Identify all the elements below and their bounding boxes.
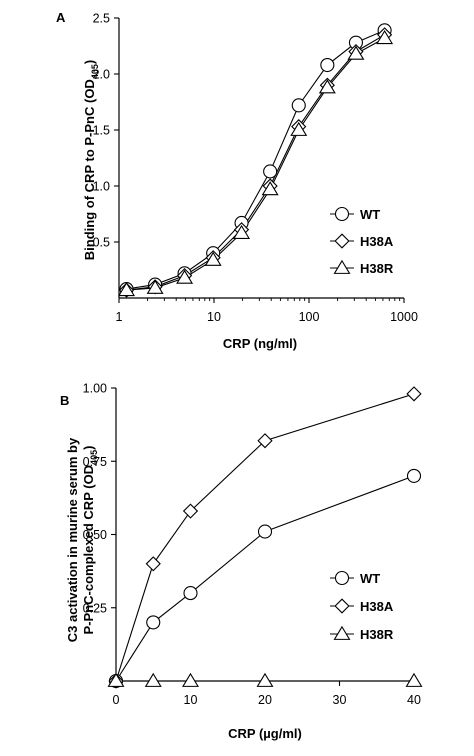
panel-a-letter: A bbox=[56, 10, 66, 25]
panel-b-letter: B bbox=[60, 393, 69, 408]
panel-a-y-axis-label-main: Binding of CRP to P-PnC (OD bbox=[82, 79, 97, 260]
panel-a-y-axis-label-close: ) bbox=[82, 60, 97, 64]
panel-a-axes bbox=[118, 18, 404, 299]
a-point-h38r bbox=[146, 279, 164, 294]
panel-a-y-axis-label: Binding of CRP to P-PnC (OD405) bbox=[82, 60, 100, 260]
a-y-tick-label: 2.0 bbox=[93, 68, 110, 82]
b-point-h38a bbox=[406, 386, 422, 402]
b-point-h38r bbox=[405, 672, 423, 687]
a-point-wt bbox=[320, 57, 335, 73]
a-point-h38r bbox=[176, 269, 194, 284]
panel-b-y-axis-label-main: P-PnC-complexed CRP (OD bbox=[81, 465, 96, 635]
a-point-h38r bbox=[118, 281, 136, 297]
b-legend-marker-h38a bbox=[334, 598, 350, 614]
a-legend-marker-h38r bbox=[333, 259, 351, 274]
panel-a-ticks: 1 10 100 1000 0.5 1.0 1.5 2.0 2.5 bbox=[93, 12, 418, 325]
b-point-h38a bbox=[145, 556, 161, 572]
a-legend-marker-wt bbox=[334, 206, 350, 222]
a-point-h38r bbox=[376, 29, 394, 45]
a-point-h38r bbox=[204, 251, 222, 266]
panel-a-x-axis-label: CRP (ng/ml) bbox=[223, 336, 297, 351]
a-point-wt bbox=[291, 98, 306, 113]
b-x-tick-label: 30 bbox=[333, 693, 347, 707]
a-y-tick-label: 1.5 bbox=[93, 124, 110, 138]
b-point-h38a bbox=[257, 433, 273, 449]
a-legend-label-h38r: H38R bbox=[360, 261, 394, 276]
a-series-line-h38r bbox=[126, 37, 385, 291]
b-y-tick-label: 0.50 bbox=[83, 528, 107, 542]
b-point-h38a bbox=[182, 503, 199, 519]
b-x-tick-label: 20 bbox=[258, 693, 272, 707]
a-legend-marker-h38a bbox=[334, 233, 350, 249]
panel-b-y-axis-label-close: ) bbox=[81, 446, 96, 450]
b-point-h38r bbox=[256, 672, 274, 687]
a-point-h38r bbox=[233, 224, 251, 239]
b-point-wt bbox=[146, 615, 161, 630]
a-point-h38r bbox=[347, 45, 365, 60]
b-point-h38r bbox=[182, 672, 199, 687]
b-legend-label-h38a: H38A bbox=[360, 599, 394, 614]
panel-b-y-axis-label-line1: C3 activation in murine serum by bbox=[65, 437, 80, 642]
a-y-tick-label: 0.5 bbox=[93, 236, 110, 250]
a-series-line-h38a bbox=[126, 34, 385, 291]
b-point-h38r bbox=[144, 672, 162, 687]
panel-b-y-axis-label-subscript: 405 bbox=[89, 450, 99, 465]
a-series-line-wt bbox=[126, 29, 385, 290]
a-point-h38r bbox=[290, 121, 308, 136]
b-legend-marker-h38r bbox=[333, 625, 351, 640]
panel-b-legend: WT H38A H38R bbox=[330, 570, 394, 642]
b-legend-marker-wt bbox=[334, 570, 350, 586]
b-x-tick-label: 0 bbox=[113, 693, 120, 707]
a-x-tick-label: 1 bbox=[116, 310, 123, 324]
b-legend-label-wt: WT bbox=[360, 571, 380, 586]
a-legend-label-h38a: H38A bbox=[360, 234, 394, 249]
panel-b-series bbox=[107, 386, 423, 689]
panel-a-y-axis-label-subscript: 405 bbox=[90, 64, 100, 79]
panel-b-x-axis-label: CRP (µg/ml) bbox=[228, 726, 302, 741]
a-y-tick-label: 2.5 bbox=[93, 12, 110, 26]
b-point-wt bbox=[183, 586, 198, 601]
a-point-h38r bbox=[318, 79, 336, 94]
b-legend-label-h38r: H38R bbox=[360, 627, 394, 642]
a-x-tick-label: 10 bbox=[207, 310, 221, 324]
a-point-wt bbox=[263, 164, 278, 179]
b-x-tick-label: 10 bbox=[184, 693, 198, 707]
panel-b-y-axis-label-line2: P-PnC-complexed CRP (OD405) bbox=[81, 446, 99, 635]
b-y-tick-label: 1.00 bbox=[83, 382, 107, 396]
b-x-tick-label: 40 bbox=[407, 693, 421, 707]
b-point-h38r bbox=[107, 672, 125, 687]
b-point-wt bbox=[257, 524, 273, 539]
a-x-tick-label: 1000 bbox=[390, 310, 418, 324]
panel-b-chart: B 0 10 20 30 400.250.500.751.00 CRP (µg/ml) … bbox=[60, 382, 423, 741]
a-y-tick-label: 1.0 bbox=[93, 180, 110, 194]
a-legend-label-wt: WT bbox=[360, 207, 380, 222]
panel-b-ticks: 0 10 20 30 40 0.25 0.50 0.75 1.00 bbox=[83, 382, 421, 708]
b-point-wt bbox=[406, 468, 422, 483]
a-point-h38r bbox=[261, 181, 279, 196]
b-y-tick-label: 0.25 bbox=[83, 601, 107, 615]
panel-a-series bbox=[118, 23, 394, 298]
panel-a-legend: WT H38A H38R bbox=[330, 206, 394, 276]
a-x-tick-label: 100 bbox=[299, 310, 320, 324]
b-y-tick-label: 0.75 bbox=[83, 455, 107, 469]
